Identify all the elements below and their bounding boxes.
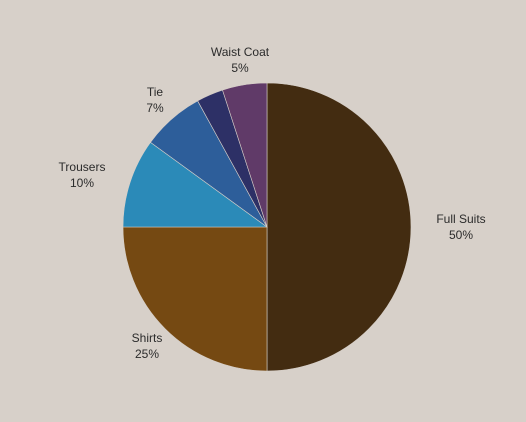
slice-label-shirts: Shirts 25% — [132, 331, 163, 361]
pie-slices — [122, 82, 412, 372]
slice-label-tie: Tie 7% — [146, 85, 164, 115]
pie-labels: Full Suits 50% Shirts 25% Trousers 10% Tie 7% Wa… — [59, 45, 486, 361]
pie-slice-full-suits — [266, 82, 412, 372]
slice-label-trousers: Trousers 10% — [59, 160, 106, 190]
slice-label-waist-coat: Waist Coat 5% — [211, 45, 270, 75]
pie-slice-waist-coat — [222, 82, 268, 228]
pie-slice-shirts — [122, 226, 268, 372]
slice-label-full-suits: Full Suits 50% — [436, 212, 485, 242]
pie-slice-trousers — [122, 141, 268, 228]
